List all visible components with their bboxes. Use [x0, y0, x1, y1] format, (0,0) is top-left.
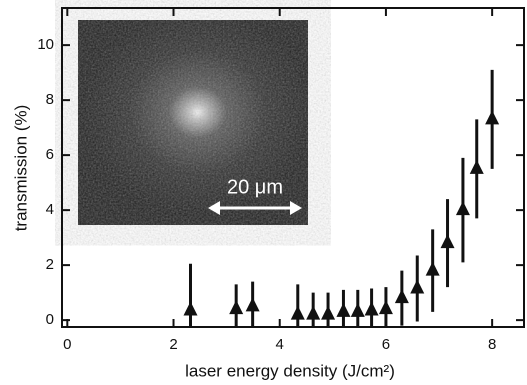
y-tick-label: 10	[37, 36, 54, 53]
y-tick-label: 0	[46, 311, 54, 328]
y-tick-label: 2	[46, 256, 54, 273]
data-point	[229, 300, 243, 314]
x-tick-label: 6	[382, 336, 390, 353]
data-point	[441, 234, 455, 248]
x-axis-label: laser energy density (J/cm²)	[185, 361, 395, 380]
x-tick-label: 4	[276, 336, 284, 353]
chart: 20 μm laser energy density (J/cm²) trans…	[0, 0, 527, 385]
data-point	[184, 302, 198, 316]
y-axis-label: transmission (%)	[11, 105, 30, 232]
x-tick-label: 2	[169, 336, 177, 353]
data-point	[351, 303, 365, 317]
inset-label: 20 μm	[227, 176, 283, 198]
data-point	[365, 302, 379, 316]
data-point	[379, 300, 393, 314]
y-tick-label: 8	[46, 91, 54, 108]
y-tick-label: 6	[46, 146, 54, 163]
data-point	[410, 280, 424, 294]
data-point	[321, 306, 335, 320]
data-point	[395, 289, 409, 303]
inset-image: 20 μm	[78, 20, 308, 225]
data-point	[470, 160, 484, 174]
data-point	[456, 201, 470, 215]
data-point	[306, 306, 320, 320]
x-tick-label: 8	[488, 336, 496, 353]
data-point	[246, 297, 260, 311]
x-tick-label: 0	[63, 336, 71, 353]
data-point	[291, 306, 305, 320]
data-point	[485, 110, 499, 124]
data-point	[336, 303, 350, 317]
y-tick-label: 4	[46, 201, 54, 218]
data-point	[426, 262, 440, 276]
